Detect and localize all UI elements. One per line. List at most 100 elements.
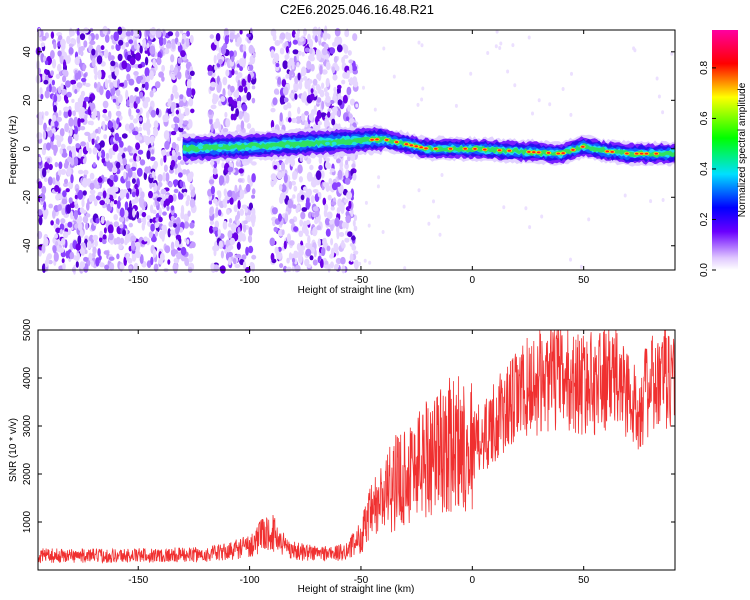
noise-speck (239, 208, 244, 216)
noise-speck (179, 94, 184, 100)
noise-speck (158, 207, 162, 216)
noise-speck (251, 262, 256, 273)
noise-speck (57, 204, 62, 211)
noise-speck (137, 217, 142, 224)
noise-speck (153, 127, 159, 137)
noise-speck (327, 111, 331, 118)
noise-speck (77, 169, 84, 175)
noise-speck (337, 93, 342, 100)
noise-speck (321, 247, 326, 257)
noise-speck (59, 148, 63, 155)
noise-speck (160, 199, 164, 206)
noise-speck (149, 90, 154, 98)
noise-speck (213, 54, 217, 64)
noise-speck (342, 94, 348, 104)
noise-speck (294, 93, 298, 100)
noise-speck (126, 253, 130, 262)
noise-speck (63, 110, 69, 119)
signal-peak (414, 145, 419, 148)
noise-speck (127, 50, 131, 55)
noise-speck (214, 220, 220, 229)
noise-speck (212, 198, 218, 204)
noise-speck (324, 217, 331, 226)
noise-speck (298, 249, 304, 257)
noise-speck (110, 60, 116, 67)
noise-speck (94, 71, 98, 76)
noise-speck (51, 144, 57, 150)
noise-speck (60, 48, 65, 57)
noise-speck (317, 191, 322, 198)
noise-speck (284, 213, 289, 223)
noise-speck (137, 63, 143, 69)
noise-speck (340, 256, 346, 265)
noise-speck (70, 37, 75, 45)
noise-speck (220, 45, 227, 55)
y-tick-label: 20 (22, 94, 33, 106)
noise-speck (80, 141, 86, 147)
noise-speck (56, 174, 60, 182)
noise-speck (234, 184, 238, 193)
noise-speck (44, 259, 49, 268)
noise-speck (180, 204, 185, 215)
noise-speck (273, 88, 280, 95)
noise-speck (297, 72, 301, 81)
noise-speck (336, 207, 341, 214)
noise-speck (128, 39, 134, 44)
noise-speck (51, 58, 57, 69)
noise-speck (78, 149, 83, 156)
noise-speck (122, 229, 126, 237)
spectrogram-y-label: Frequency (Hz) (8, 116, 19, 185)
noise-speck (93, 198, 98, 207)
noise-speck (42, 207, 49, 218)
noise-speck (164, 48, 170, 55)
noise-speck (91, 192, 95, 198)
noise-speck (540, 214, 544, 219)
x-tick-label: 0 (470, 575, 476, 586)
noise-speck (212, 167, 218, 175)
noise-speck (579, 264, 583, 269)
noise-speck (315, 48, 320, 58)
noise-speck (337, 99, 343, 106)
noise-speck (288, 180, 292, 190)
noise-speck (227, 166, 234, 173)
noise-speck (317, 26, 321, 37)
noise-speck (54, 185, 60, 192)
noise-speck (122, 157, 127, 166)
noise-speck (127, 206, 133, 216)
noise-speck (218, 80, 222, 91)
noise-speck (68, 47, 74, 55)
noise-speck (225, 118, 231, 128)
noise-speck (189, 34, 194, 44)
noise-speck (247, 73, 251, 83)
noise-speck (171, 75, 176, 81)
noise-speck (92, 162, 96, 168)
noise-speck (278, 213, 282, 222)
noise-speck (213, 160, 218, 169)
noise-speck (40, 93, 44, 100)
noise-speck (349, 253, 354, 263)
noise-speck (289, 92, 295, 99)
noise-speck (54, 134, 61, 141)
noise-speck (149, 204, 154, 214)
noise-speck (332, 74, 338, 81)
noise-speck (37, 181, 43, 189)
noise-speck (298, 50, 302, 56)
noise-speck (325, 157, 330, 163)
noise-speck (116, 117, 120, 125)
noise-speck (179, 29, 184, 34)
noise-speck (65, 98, 69, 104)
noise-speck (220, 96, 226, 102)
noise-speck (569, 112, 573, 117)
noise-speck (37, 117, 44, 126)
noise-speck (172, 89, 177, 94)
noise-speck (90, 260, 94, 267)
noise-speck (289, 218, 295, 224)
noise-speck (117, 94, 123, 103)
noise-speck (119, 82, 125, 87)
noise-speck (172, 249, 178, 254)
noise-speck (373, 107, 377, 112)
noise-speck (237, 100, 242, 109)
noise-speck (79, 229, 84, 239)
noise-speck (150, 156, 156, 162)
noise-speck (330, 261, 334, 269)
